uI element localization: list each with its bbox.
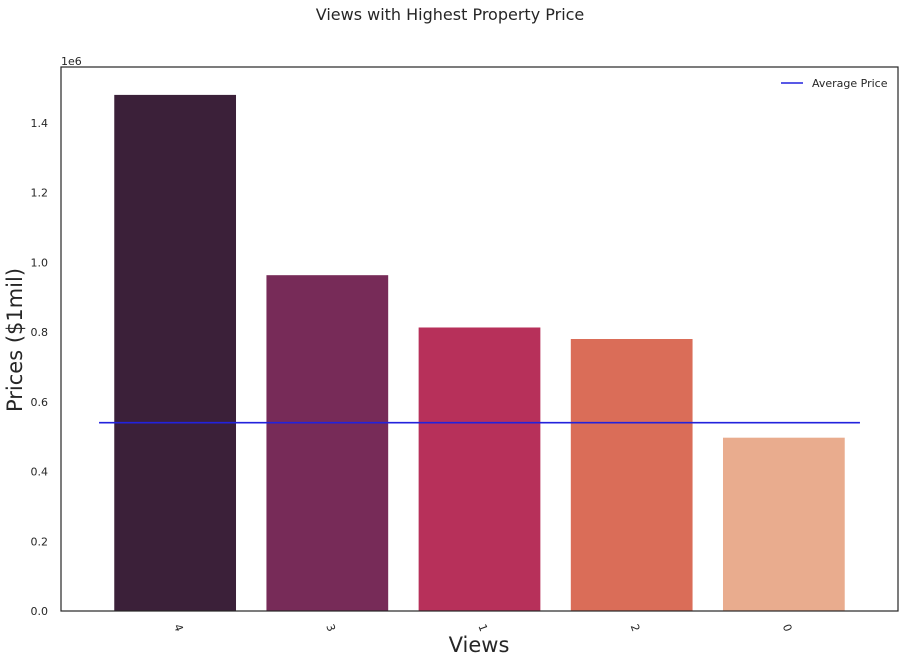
bar-4 <box>114 94 237 611</box>
legend: Average Price <box>770 72 894 94</box>
bar-2 <box>570 339 693 611</box>
x-tick-label: 2 <box>628 622 643 633</box>
y-tick-label: 0.0 <box>31 605 49 618</box>
bar-3 <box>266 275 389 611</box>
x-tick-label: 4 <box>171 622 186 633</box>
bar-1 <box>418 327 541 611</box>
y-tick-label: 1.4 <box>31 117 49 130</box>
bar-0 <box>722 437 845 611</box>
plot-area: 0.0 0.2 0.4 0.6 0.8 1.0 1.2 1.4 4 3 1 2 0 <box>31 66 899 633</box>
y-tick-label: 1.0 <box>31 256 49 269</box>
x-tick-label: 3 <box>323 622 338 633</box>
plot-frame <box>60 66 899 612</box>
y-tick-label: 0.2 <box>31 535 49 548</box>
x-axis-label: Views <box>449 633 510 657</box>
legend-box <box>770 72 894 94</box>
x-tick-label: 0 <box>780 622 795 633</box>
y-tick-label: 0.6 <box>31 396 49 409</box>
y-tick-label: 0.4 <box>31 466 49 479</box>
legend-label-average-price: Average Price <box>812 77 888 90</box>
y-tick-label: 0.8 <box>31 326 49 339</box>
x-tick-label: 1 <box>475 622 490 633</box>
y-offset-label: 1e6 <box>61 55 82 68</box>
y-axis-label: Prices ($1mil) <box>3 268 27 412</box>
chart-title: Views with Highest Property Price <box>316 5 585 24</box>
y-tick-label: 1.2 <box>31 187 49 200</box>
